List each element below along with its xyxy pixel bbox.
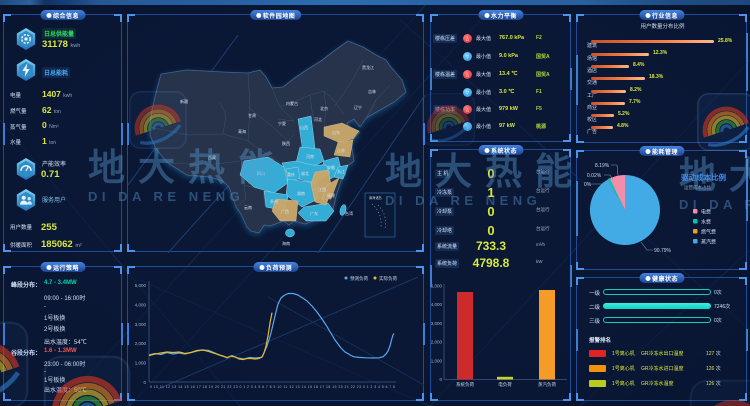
svg-text:8.19%: 8.19% [595, 163, 610, 169]
svg-text:电费: 电费 [701, 209, 711, 216]
svg-text:蒸汽负荷: 蒸汽负荷 [538, 381, 556, 388]
svg-text:燃气费: 燃气费 [701, 229, 716, 236]
svg-text:陕西: 陕西 [282, 140, 290, 146]
svg-text:5,000: 5,000 [135, 283, 147, 288]
svg-text:运营成本占比: 运营成本占比 [684, 184, 711, 191]
svg-text:云南: 云南 [244, 204, 252, 210]
svg-text:安徽: 安徽 [327, 164, 335, 170]
svg-text:0%: 0% [584, 182, 592, 188]
svg-text:山东: 山东 [332, 129, 340, 135]
svg-text:2,000: 2,000 [431, 340, 442, 345]
svg-text:四川: 四川 [257, 171, 265, 176]
svg-text:台湾: 台湾 [345, 210, 353, 216]
svg-text:南海诸岛: 南海诸岛 [369, 195, 382, 200]
svg-text:9 10 11 12 13 14 15 16 17 18 1: 9 10 11 12 13 14 15 16 17 18 19 20 21 22… [150, 385, 395, 389]
svg-text:河北: 河北 [314, 116, 322, 122]
svg-text:3,000: 3,000 [135, 322, 147, 327]
svg-text:0: 0 [143, 380, 146, 385]
svg-text:贵州: 贵州 [270, 198, 278, 204]
svg-text:山西: 山西 [300, 124, 308, 130]
svg-text:江苏: 江苏 [337, 147, 345, 153]
svg-text:0.02%: 0.02% [587, 173, 602, 179]
svg-text:1,000: 1,000 [431, 358, 442, 363]
svg-text:江西: 江西 [318, 186, 326, 192]
svg-text:甘肃: 甘肃 [248, 112, 256, 118]
svg-text:1,000: 1,000 [135, 361, 147, 366]
svg-text:宁夏: 宁夏 [278, 120, 286, 126]
svg-text:预测负荷: 预测负荷 [350, 275, 368, 282]
svg-text:系统负荷: 系统负荷 [456, 381, 474, 388]
svg-text:吉林: 吉林 [368, 88, 376, 94]
svg-text:浙江: 浙江 [337, 168, 345, 174]
svg-text:西藏: 西藏 [208, 154, 216, 160]
svg-text:海南: 海南 [282, 240, 290, 246]
svg-text:北京: 北京 [320, 105, 328, 111]
svg-text:重庆: 重庆 [287, 171, 295, 177]
svg-text:90.79%: 90.79% [654, 248, 672, 254]
svg-text:4,000: 4,000 [135, 302, 147, 307]
svg-text:青海: 青海 [238, 128, 246, 134]
svg-text:2,000: 2,000 [135, 341, 147, 346]
svg-text:广西: 广西 [281, 208, 289, 214]
svg-text:3,000: 3,000 [431, 321, 442, 326]
svg-text:湖南: 湖南 [297, 190, 305, 196]
svg-text:新疆: 新疆 [180, 98, 188, 104]
svg-text:电负荷: 电负荷 [498, 381, 512, 388]
svg-text:湖北: 湖北 [301, 170, 309, 176]
svg-text:水费: 水费 [701, 219, 711, 226]
svg-text:0: 0 [439, 377, 442, 382]
svg-text:4,000: 4,000 [431, 302, 442, 307]
svg-text:辽宁: 辽宁 [354, 104, 362, 110]
svg-text:实际负荷: 实际负荷 [379, 275, 397, 282]
svg-text:河南: 河南 [306, 153, 314, 159]
svg-text:广东: 广东 [310, 210, 318, 216]
svg-text:内蒙古: 内蒙古 [286, 100, 298, 106]
svg-text:黑龙江: 黑龙江 [362, 64, 374, 70]
svg-text:5,000: 5,000 [431, 284, 442, 289]
svg-text:蒸汽费: 蒸汽费 [701, 239, 716, 246]
svg-text:福建: 福建 [327, 192, 335, 198]
svg-text:驱动成本比例: 驱动成本比例 [681, 172, 726, 182]
